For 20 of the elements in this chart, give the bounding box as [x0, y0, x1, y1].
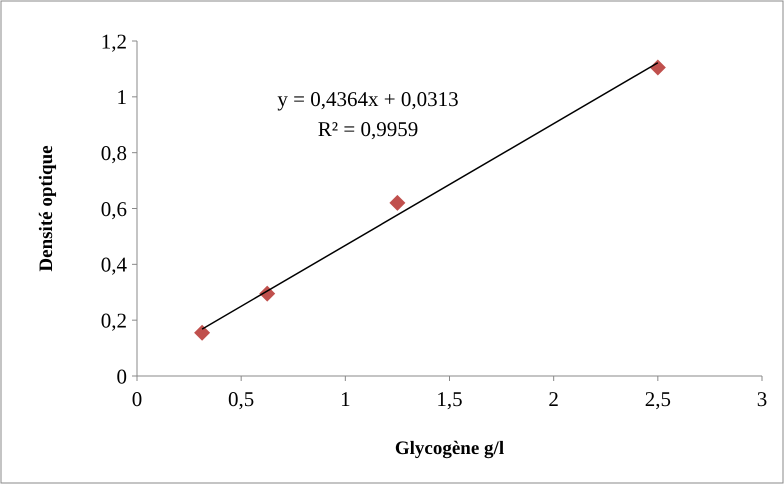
point: [194, 324, 210, 341]
y-axis-title: Densité optique: [36, 145, 57, 272]
x-tick-label: 0,5: [228, 387, 254, 411]
x-tick-label: 1: [340, 387, 351, 411]
y-tick-label: 1: [116, 85, 127, 110]
y-tick-label: 0,4: [100, 252, 128, 277]
x-tick-label: 0: [132, 387, 142, 411]
x-axis-title: Glycogène g/l: [394, 438, 504, 459]
annotation: R² = 0,9959: [318, 117, 418, 141]
y-tick-label: 1,2: [100, 29, 127, 54]
x-tick-label: 2,5: [644, 387, 671, 411]
y-tick-label: 0: [116, 364, 127, 388]
point: [389, 194, 406, 211]
y-tick-label: 0,2: [100, 308, 127, 333]
y-tick-label: 0,6: [100, 196, 127, 221]
x-tick-label: 2: [548, 387, 559, 411]
y-tick-label: 0,8: [100, 141, 127, 166]
annotation: y = 0,4364x + 0,0313: [277, 87, 459, 111]
x-tick-label: 3: [756, 387, 768, 411]
x-tick-label: 1,5: [436, 387, 463, 411]
